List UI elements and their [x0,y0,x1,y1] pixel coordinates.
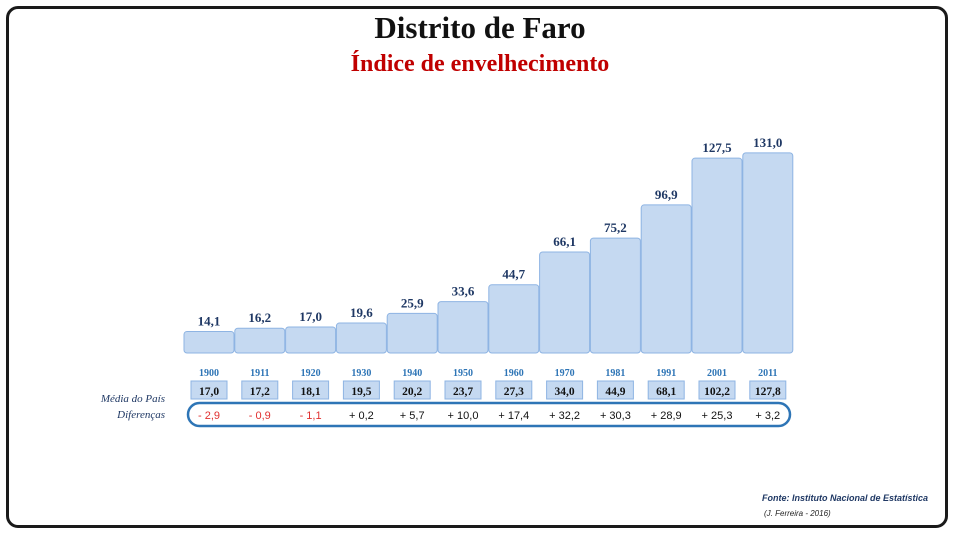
x-tick-label: 1920 [301,368,321,379]
difference-value: + 32,2 [549,410,580,422]
national-average-box [698,380,736,400]
national-average-box [647,380,685,400]
chart-title: Distrito de Faro [374,10,586,45]
national-average-value: 18,1 [301,386,321,398]
bar [539,251,591,354]
difference-value: + 17,4 [498,410,529,422]
x-tick-label: 2001 [707,368,727,379]
national-average-value: 44,9 [605,386,625,398]
bar-value-label: 17,0 [299,309,322,324]
x-tick-label: 1981 [605,368,625,379]
x-tick-label: 1960 [504,368,524,379]
bar [488,284,540,354]
bar-value-label: 66,1 [553,234,576,249]
difference-value: + 0,2 [349,410,374,422]
national-average-value: 34,0 [555,386,575,398]
bar [234,327,286,354]
national-average-value: 68,1 [656,386,676,398]
bar-value-label: 96,9 [655,187,678,202]
national-average-box [342,380,380,400]
x-tick-label: 2011 [758,368,777,379]
national-average-value: 127,8 [755,386,781,398]
difference-value: + 28,9 [651,410,682,422]
bar-value-label: 131,0 [753,135,782,150]
bar-value-label: 14,1 [198,313,221,328]
bar [691,157,743,354]
x-tick-label: 1991 [656,368,676,379]
national-average-value: 19,5 [351,386,371,398]
national-average-box [190,380,228,400]
national-average-box [241,380,279,400]
bar [285,326,337,354]
x-tick-label: 1950 [453,368,473,379]
national-average-value: 17,2 [250,386,270,398]
difference-value: + 30,3 [600,410,631,422]
national-average-box [292,380,330,400]
bar-value-label: 33,6 [452,284,475,299]
x-tick-label: 1930 [351,368,371,379]
bar [335,322,387,354]
national-average-box [546,380,584,400]
national-average-value: 102,2 [704,386,730,398]
difference-value: - 2,9 [198,410,220,422]
difference-value: - 1,1 [300,410,322,422]
national-average-value: 27,3 [504,386,524,398]
bar-value-label: 16,2 [248,310,271,325]
bar [742,152,794,354]
national-average-value: 20,2 [402,386,422,398]
x-tick-label: 1970 [555,368,575,379]
difference-value: - 0,9 [249,410,271,422]
bar [386,312,438,354]
national-average-row-label: Média do País [100,393,165,405]
difference-value: + 10,0 [448,410,479,422]
bar-value-label: 44,7 [502,267,525,282]
bar-value-label: 75,2 [604,220,627,235]
bar [640,204,692,354]
national-average-box [444,380,482,400]
national-average-box [393,380,431,400]
author-note: (J. Ferreira - 2016) [764,509,831,518]
national-average-box [596,380,634,400]
x-tick-label: 1940 [402,368,422,379]
bar-value-label: 127,5 [702,140,732,155]
bar [183,330,235,354]
national-average-value: 17,0 [199,386,219,398]
x-tick-label: 1900 [199,368,219,379]
x-tick-label: 1911 [250,368,269,379]
source-note: Fonte: Instituto Nacional de Estatística [762,493,929,503]
differences-row-label: Diferenças [117,409,165,421]
bar [437,301,489,354]
national-average-value: 23,7 [453,386,473,398]
national-average-box [495,380,533,400]
difference-value: + 3,2 [755,410,780,422]
national-average-box [749,380,787,400]
differences-highlight [186,401,792,428]
difference-value: + 25,3 [702,410,733,422]
bar-value-label: 25,9 [401,295,424,310]
bar-value-label: 19,6 [350,305,373,320]
chart-subtitle: Índice de envelhecimento [350,51,610,77]
difference-value: + 5,7 [400,410,425,422]
bar [589,237,641,354]
